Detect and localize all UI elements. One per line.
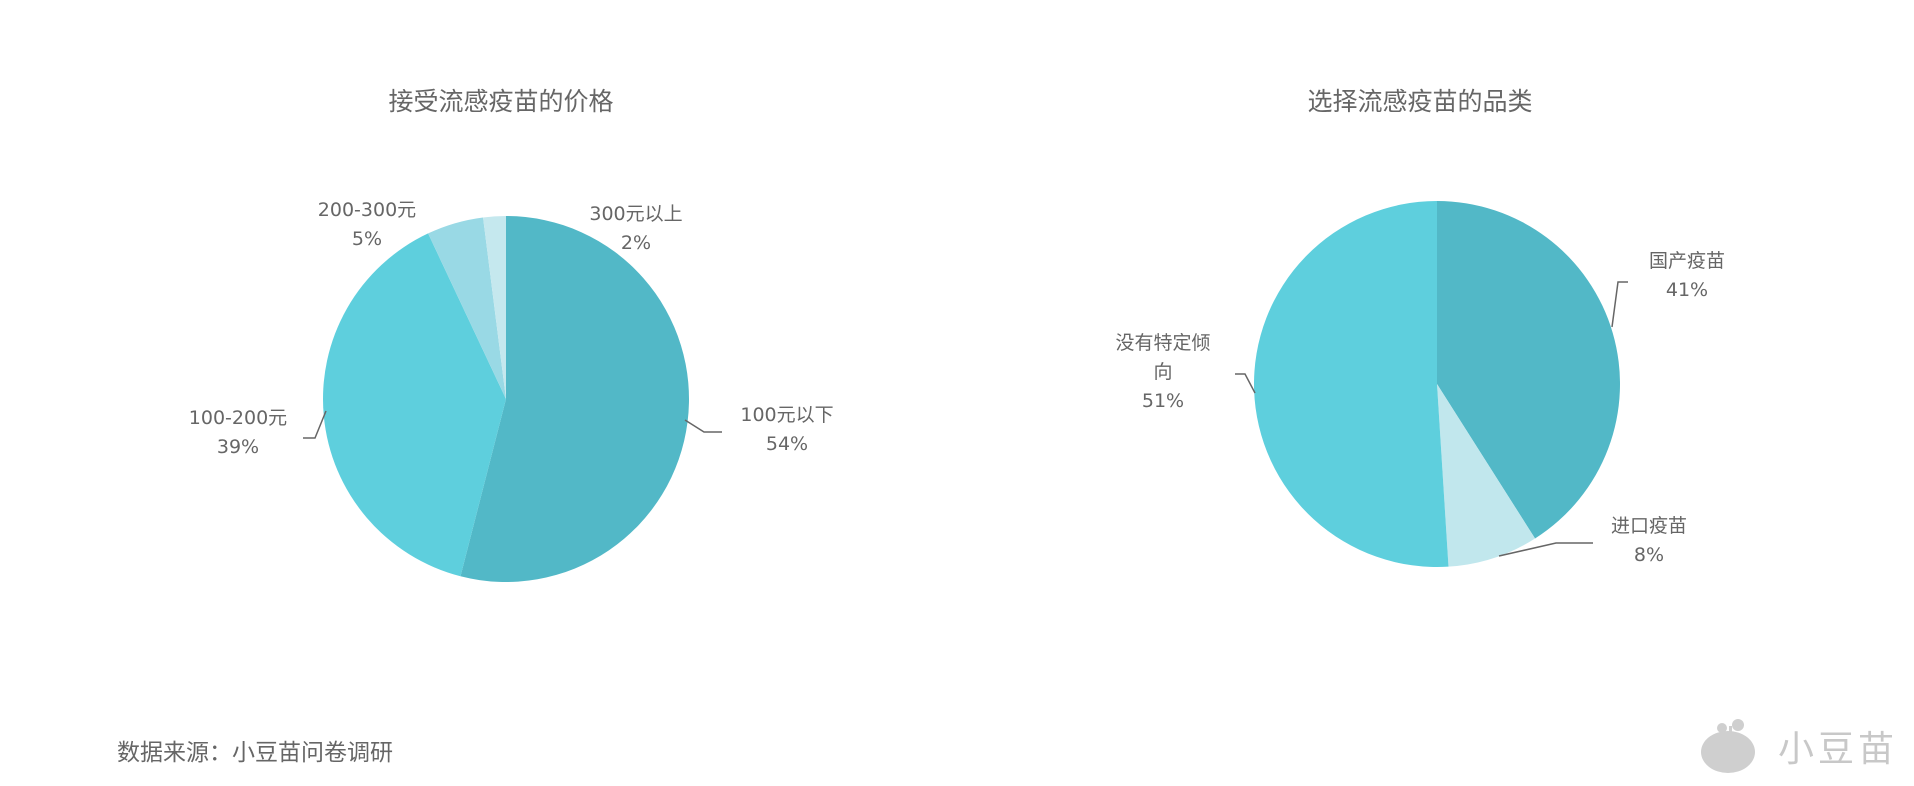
slice-label: 100元以下 xyxy=(740,404,833,426)
logo-text: 小豆苗 xyxy=(1778,729,1899,770)
pie-slice xyxy=(1437,201,1620,539)
pie-slice xyxy=(1254,201,1449,568)
slice-value-label: 2% xyxy=(621,232,651,254)
chart-title: 选择流感疫苗的品类 xyxy=(1307,87,1532,116)
pie-slice xyxy=(322,233,506,577)
logo: 小豆苗 xyxy=(1700,718,1898,774)
slice-label: 200-300元 xyxy=(318,199,416,221)
slice-value-label: 51% xyxy=(1142,390,1184,412)
slice-value-label: 41% xyxy=(1666,279,1708,301)
slice-label: 300元以上 xyxy=(589,203,682,225)
leader-line xyxy=(1235,373,1256,394)
slice-value-label: 5% xyxy=(352,228,382,250)
slice-label: 没有特定倾 xyxy=(1115,332,1210,354)
slice-value-label: 54% xyxy=(766,433,808,455)
sprout-logo-icon xyxy=(1701,719,1755,773)
leader-line xyxy=(1611,281,1628,328)
slice-label: 进口疫苗 xyxy=(1611,515,1687,537)
pie-slice xyxy=(483,216,506,399)
pie-slice xyxy=(460,216,690,582)
slice-label: 100-200元 xyxy=(189,407,287,429)
slice-label: 向 xyxy=(1153,361,1172,383)
pie-slice xyxy=(1437,384,1536,567)
data-source: 数据来源：小豆苗问卷调研 xyxy=(117,740,393,766)
leader-line xyxy=(1498,542,1593,557)
slice-value-label: 8% xyxy=(1634,544,1664,566)
slice-value-label: 39% xyxy=(217,436,259,458)
pie-slice xyxy=(428,217,506,399)
leader-line xyxy=(303,410,327,439)
leader-line xyxy=(684,419,722,433)
chart-title: 接受流感疫苗的价格 xyxy=(388,87,613,116)
slice-label: 国产疫苗 xyxy=(1649,250,1725,272)
